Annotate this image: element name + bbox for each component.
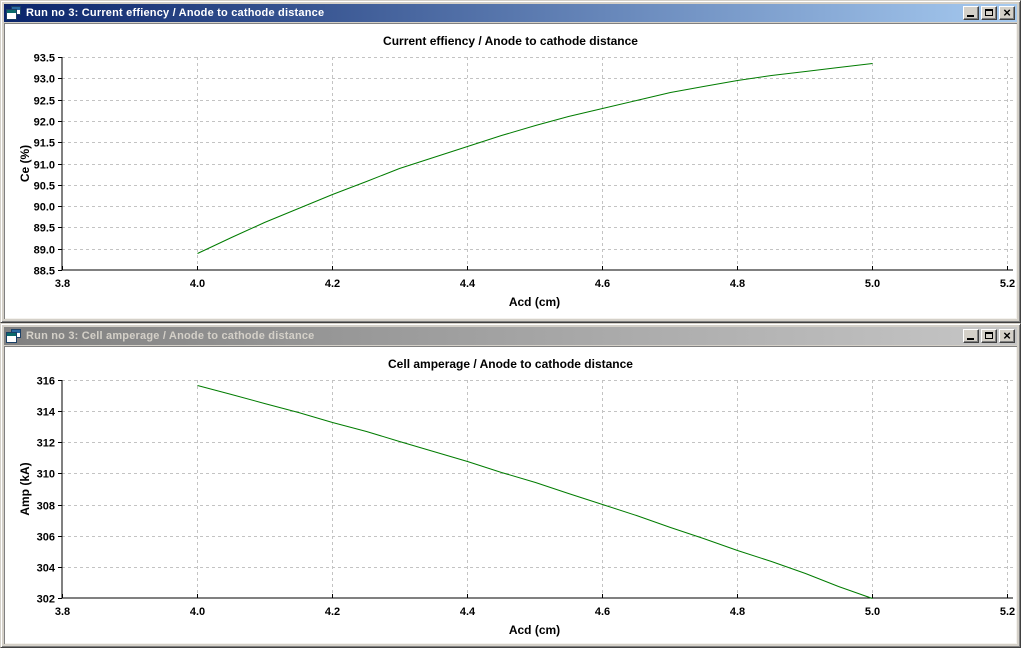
svg-text:5.0: 5.0 [865,278,880,290]
minimize-button[interactable] [963,6,979,20]
svg-text:88.5: 88.5 [34,266,55,278]
svg-text:91.0: 91.0 [34,160,55,172]
svg-text:Acd (cm): Acd (cm) [509,623,560,637]
svg-text:4.0: 4.0 [190,606,205,618]
svg-text:4.4: 4.4 [460,278,476,290]
svg-text:304: 304 [37,563,56,575]
maximize-icon [985,9,993,16]
svg-text:312: 312 [37,438,55,450]
svg-text:Current effiency / Anode to ca: Current effiency / Anode to cathode dist… [383,34,638,48]
chart-window-icon[interactable] [6,6,22,20]
window-current-efficiency-chart: Run no 3: Current effiency / Anode to ca… [0,0,1021,323]
close-button[interactable]: × [999,329,1015,343]
svg-text:93.0: 93.0 [34,74,55,86]
titlebar[interactable]: Run no 3: Current effiency / Anode to ca… [4,4,1017,22]
svg-text:92.0: 92.0 [34,117,55,129]
svg-text:90.5: 90.5 [34,181,55,193]
svg-text:4.2: 4.2 [325,278,340,290]
svg-text:306: 306 [37,532,55,544]
svg-text:Cell amperage / Anode to catho: Cell amperage / Anode to cathode distanc… [388,357,633,371]
maximize-icon [985,332,993,339]
svg-text:4.0: 4.0 [190,278,205,290]
chart-window-icon-front-page [6,332,17,343]
chart-client-area: Cell amperage / Anode to cathode distanc… [4,346,1017,644]
svg-text:91.5: 91.5 [34,138,55,150]
svg-text:93.5: 93.5 [34,53,55,65]
maximize-button[interactable] [981,329,997,343]
close-icon: × [1003,5,1011,20]
line-chart-current-efficiency: Current effiency / Anode to cathode dist… [18,34,1015,309]
svg-text:89.5: 89.5 [34,223,55,235]
close-button[interactable]: × [999,6,1015,20]
svg-text:90.0: 90.0 [34,202,55,214]
svg-text:4.4: 4.4 [460,606,476,618]
chart-client-area: Current effiency / Anode to cathode dist… [4,23,1017,319]
svg-text:92.5: 92.5 [34,96,55,108]
maximize-button[interactable] [981,6,997,20]
chart-window-icon-front-page [6,9,17,20]
svg-text:4.8: 4.8 [730,278,745,290]
svg-text:3.8: 3.8 [55,606,70,618]
minimize-button[interactable] [963,329,979,343]
svg-text:Ce (%): Ce (%) [18,145,32,182]
titlebar-buttons: × [961,6,1015,20]
chart-window-icon[interactable] [6,329,22,343]
svg-text:Acd (cm): Acd (cm) [509,295,560,309]
minimize-icon [967,15,974,17]
svg-text:4.6: 4.6 [595,278,610,290]
svg-text:4.8: 4.8 [730,606,745,618]
titlebar-buttons: × [961,329,1015,343]
svg-text:308: 308 [37,501,55,513]
svg-text:3.8: 3.8 [55,278,70,290]
svg-text:89.0: 89.0 [34,245,55,257]
window-cell-amperage-chart: Run no 3: Cell amperage / Anode to catho… [0,323,1021,648]
svg-text:5.2: 5.2 [1000,606,1015,618]
close-icon: × [1003,328,1011,343]
svg-text:5.0: 5.0 [865,606,880,618]
svg-text:310: 310 [37,469,55,481]
svg-text:4.2: 4.2 [325,606,340,618]
window-title: Run no 3: Current effiency / Anode to ca… [26,7,325,19]
svg-text:314: 314 [37,407,56,419]
svg-text:4.6: 4.6 [595,606,610,618]
svg-text:Amp (kA): Amp (kA) [18,462,32,515]
minimize-icon [967,338,974,340]
svg-text:302: 302 [37,594,55,606]
line-chart-cell-amperage: Cell amperage / Anode to cathode distanc… [18,357,1015,637]
svg-text:316: 316 [37,376,55,388]
svg-text:5.2: 5.2 [1000,278,1015,290]
window-title: Run no 3: Cell amperage / Anode to catho… [26,330,315,342]
titlebar[interactable]: Run no 3: Cell amperage / Anode to catho… [4,327,1017,345]
